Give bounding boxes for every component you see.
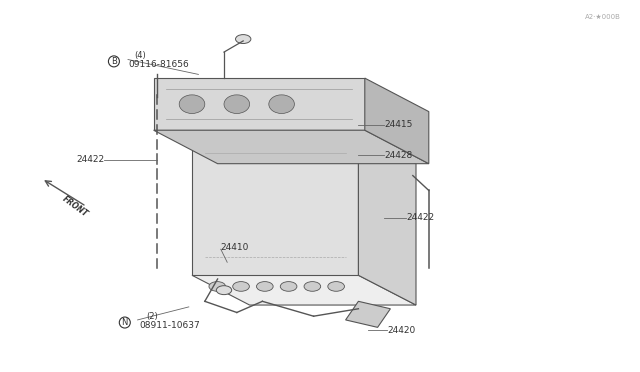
Text: 08911-10637: 08911-10637 [140,321,200,330]
Text: FRONT: FRONT [61,194,90,219]
Circle shape [257,282,273,291]
Text: (4): (4) [134,51,146,60]
Text: 24428: 24428 [384,151,412,160]
Circle shape [236,35,251,44]
Polygon shape [346,301,390,327]
Text: 24422: 24422 [76,155,104,164]
Ellipse shape [224,95,250,113]
Circle shape [304,282,321,291]
Text: 24422: 24422 [406,213,435,222]
Text: N: N [122,318,128,327]
Polygon shape [192,134,358,275]
Text: A2‧★000B: A2‧★000B [585,14,621,20]
Text: (2): (2) [146,312,157,321]
Ellipse shape [269,95,294,113]
Ellipse shape [179,95,205,113]
Circle shape [216,286,232,295]
Circle shape [328,282,344,291]
Text: 24420: 24420 [387,326,415,335]
Polygon shape [192,275,416,305]
Text: 24415: 24415 [384,120,412,129]
Text: 09116-81656: 09116-81656 [128,60,189,69]
Polygon shape [154,130,429,164]
Text: 24410: 24410 [221,243,249,252]
Polygon shape [358,134,416,305]
Circle shape [280,282,297,291]
Polygon shape [154,78,365,130]
Text: B: B [111,57,117,66]
Circle shape [233,282,250,291]
Polygon shape [365,78,429,164]
Circle shape [209,282,226,291]
